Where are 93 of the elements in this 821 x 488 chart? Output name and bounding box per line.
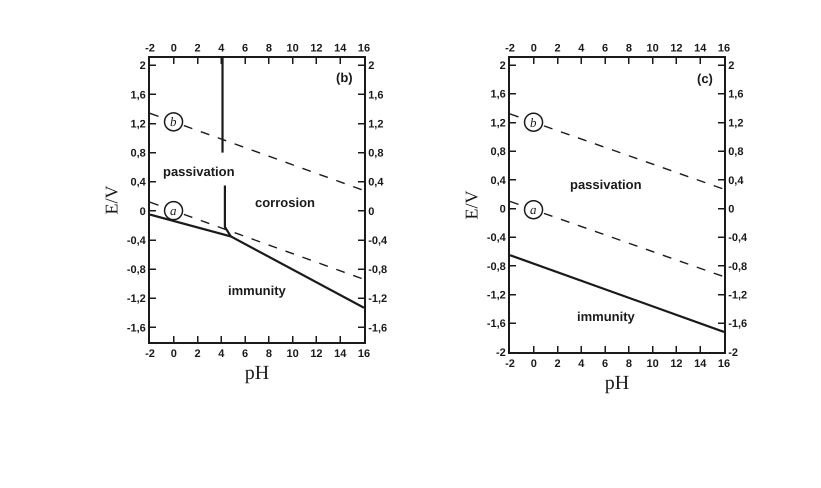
y2-tick-label: -1,2 [728, 289, 748, 302]
y-tick-label: -1,2 [486, 289, 506, 302]
x2-tick-label: 4 [578, 358, 586, 370]
x-axis-title: pH [604, 372, 630, 394]
x-tick-label: 2 [194, 42, 201, 55]
annotation: immunity [228, 283, 287, 298]
annotation: (c) [697, 71, 713, 86]
x-axis-title: pH [244, 362, 270, 384]
x2-tick-label: 10 [646, 358, 659, 370]
y-tick-label: -1,6 [486, 318, 506, 330]
x-tick-label: 6 [242, 42, 248, 55]
annotation: immunity [577, 309, 636, 324]
y-axis-title: E/V [102, 186, 122, 214]
y-tick-label: 1,2 [130, 118, 146, 130]
x2-tick-label: 14 [694, 358, 708, 370]
series-label: b [530, 115, 537, 130]
annotation: passivation [570, 177, 642, 192]
y2-tick-label: -0,4 [728, 232, 748, 244]
x2-tick-label: 12 [310, 348, 323, 360]
x-tick-label: 4 [218, 42, 226, 55]
y-tick-label: 0 [140, 206, 146, 218]
y2-tick-label: 2 [368, 60, 374, 72]
y2-tick-label: 1,6 [728, 88, 744, 101]
annotation: passivation [163, 164, 235, 179]
x2-tick-label: 16 [718, 358, 730, 370]
series-label: b [170, 114, 177, 129]
y-tick-label: 0,4 [130, 176, 147, 189]
y-tick-label: -2 [496, 346, 506, 359]
x2-tick-label: 8 [266, 348, 272, 360]
x2-tick-label: 6 [602, 358, 608, 370]
x-tick-label: 12 [670, 42, 683, 55]
y-tick-label: -0,8 [126, 264, 146, 276]
y2-tick-label: -2 [728, 346, 738, 359]
y2-tick-label: 0,8 [368, 148, 384, 160]
x2-tick-label: 0 [170, 348, 177, 360]
x-tick-label: 0 [530, 42, 537, 55]
x-tick-label: 6 [602, 42, 608, 55]
x2-tick-label: 12 [670, 358, 683, 370]
y-tick-label: -0,8 [486, 260, 506, 273]
y2-tick-label: -1,6 [368, 322, 388, 334]
x-tick-label: 8 [626, 42, 632, 55]
y2-tick-label: -1,6 [728, 318, 748, 330]
y2-tick-label: -0,4 [368, 234, 388, 247]
x-tick-label: 14 [334, 42, 348, 55]
x2-tick-label: 10 [286, 348, 299, 360]
y2-tick-label: -1,2 [368, 293, 388, 306]
y2-tick-label: 1,6 [368, 89, 384, 102]
y2-tick-label: 0 [368, 206, 374, 218]
x-tick-label: 14 [694, 42, 708, 55]
y-tick-label: 1,6 [490, 88, 506, 101]
x2-tick-label: 8 [626, 358, 632, 370]
y2-tick-label: 1,2 [368, 118, 384, 130]
y-tick-label: 0,8 [130, 148, 146, 160]
annotation: corrosion [255, 195, 316, 210]
y-tick-label: -1,6 [126, 322, 146, 334]
y2-tick-label: 2 [728, 60, 734, 72]
x-tick-label: 10 [286, 42, 299, 55]
y-tick-label: 0 [500, 203, 506, 216]
x2-tick-label: 2 [194, 348, 201, 360]
x2-tick-label: 6 [242, 348, 248, 360]
y-tick-label: 0,8 [490, 146, 506, 158]
x-tick-label: 10 [646, 42, 659, 55]
y2-tick-label: 0,4 [728, 174, 744, 187]
y2-tick-label: 0,8 [728, 146, 744, 158]
series-label: a [530, 202, 537, 217]
x2-tick-label: 0 [530, 358, 537, 370]
y-tick-label: -0,4 [486, 232, 507, 244]
y2-tick-label: -0,8 [368, 264, 388, 276]
x-tick-label: 2 [554, 42, 561, 55]
y-tick-label: 2 [500, 60, 506, 72]
series-label: a [170, 203, 177, 218]
x-tick-label: 8 [266, 42, 272, 55]
x2-tick-label: 4 [218, 348, 226, 360]
x2-tick-label: 14 [334, 348, 348, 360]
y2-tick-label: -0,8 [728, 260, 748, 273]
y2-tick-label: 0,4 [368, 176, 384, 189]
y-tick-label: 1,6 [130, 89, 146, 102]
y2-tick-label: 0 [728, 203, 734, 216]
y-tick-label: -1,2 [126, 293, 146, 306]
y-tick-label: 1,2 [490, 117, 506, 130]
annotation: (b) [336, 70, 353, 85]
y-tick-label: 0,4 [490, 174, 507, 187]
y-tick-label: -0,4 [126, 234, 147, 247]
x-tick-label: 0 [170, 42, 177, 55]
y-tick-label: 2 [140, 60, 146, 72]
x-tick-label: 16 [358, 42, 370, 55]
y2-tick-label: 1,2 [728, 117, 744, 130]
x-tick-label: 12 [310, 42, 323, 55]
x-tick-label: 4 [578, 42, 586, 55]
x-tick-label: 16 [718, 42, 730, 55]
y-axis-title: E/V [462, 190, 482, 220]
x2-tick-label: 2 [554, 358, 561, 370]
x2-tick-label: 16 [358, 348, 370, 360]
